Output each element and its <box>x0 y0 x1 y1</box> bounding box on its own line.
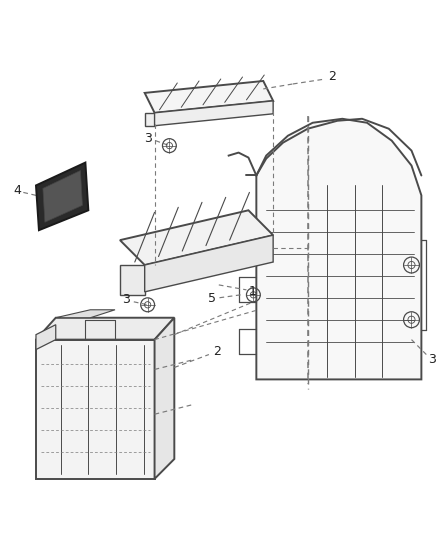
Polygon shape <box>155 101 273 126</box>
Polygon shape <box>145 235 273 292</box>
Polygon shape <box>43 171 82 222</box>
Text: 5: 5 <box>208 292 216 305</box>
Text: 2: 2 <box>328 70 336 84</box>
Polygon shape <box>145 81 273 113</box>
Text: 4: 4 <box>13 184 21 197</box>
Polygon shape <box>36 318 174 340</box>
Polygon shape <box>120 265 145 295</box>
Polygon shape <box>36 340 155 479</box>
Text: 3: 3 <box>122 293 130 306</box>
Text: 3: 3 <box>144 132 152 145</box>
Polygon shape <box>145 113 155 126</box>
Polygon shape <box>155 318 174 479</box>
Polygon shape <box>36 325 56 350</box>
Polygon shape <box>256 119 421 379</box>
Polygon shape <box>56 310 115 318</box>
Polygon shape <box>36 163 88 230</box>
Polygon shape <box>120 211 273 265</box>
Text: 3: 3 <box>428 353 436 366</box>
Text: 1: 1 <box>248 285 256 298</box>
Text: 2: 2 <box>213 345 221 358</box>
